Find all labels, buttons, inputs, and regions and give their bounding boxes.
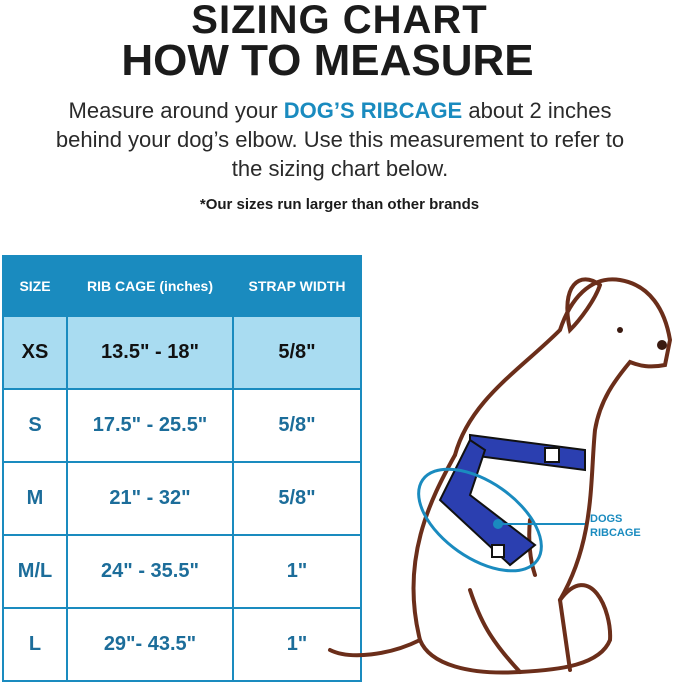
title: SIZING CHART	[191, 0, 488, 42]
table-header: SIZE RIB CAGE (inches) STRAP WIDTH	[2, 255, 362, 317]
table-row: M 21" - 32" 5/8"	[2, 461, 362, 536]
dog-nose	[657, 340, 667, 350]
size-table: SIZE RIB CAGE (inches) STRAP WIDTH XS 13.…	[2, 255, 362, 682]
cell: M/L	[2, 534, 68, 609]
ribcage-label: DOGS RIBCAGE	[590, 512, 641, 540]
table-row: S 17.5" - 25.5" 5/8"	[2, 388, 362, 463]
cell: L	[2, 607, 68, 682]
cell: 24" - 35.5"	[66, 534, 234, 609]
cell: 29"- 43.5"	[66, 607, 234, 682]
header-strap: STRAP WIDTH	[232, 255, 362, 317]
ribcage-circle	[417, 467, 543, 573]
sizing-note: *Our sizes run larger than other brands	[199, 196, 480, 213]
table-row: L 29"- 43.5" 1"	[2, 607, 362, 682]
header-size: SIZE	[2, 255, 68, 317]
cell: 13.5" - 18"	[66, 315, 234, 390]
table-row: XS 13.5" - 18" 5/8"	[2, 315, 362, 390]
dog-eye	[617, 327, 623, 333]
cell: M	[2, 461, 68, 536]
cell: 5/8"	[232, 315, 362, 390]
desc-highlight: DOG’S RIBCAGE	[283, 98, 463, 123]
cell: 1"	[232, 607, 362, 682]
desc-text: Measure around your	[68, 98, 284, 123]
header-ribcage: RIB CAGE (inches)	[66, 255, 234, 317]
cell: 17.5" - 25.5"	[66, 388, 234, 463]
subtitle: HOW TO MEASURE	[121, 36, 534, 85]
harness	[438, 433, 586, 567]
cell: S	[2, 388, 68, 463]
table-row: M/L 24" - 35.5" 1"	[2, 534, 362, 609]
cell: 21" - 32"	[66, 461, 234, 536]
cell: 5/8"	[232, 388, 362, 463]
description: Measure around your DOG’S RIBCAGE about …	[40, 96, 640, 183]
label-line: RIBCAGE	[590, 527, 641, 539]
cell: 5/8"	[232, 461, 362, 536]
cell: 1"	[232, 534, 362, 609]
desc-text-2: about 2 inches behind your dog’s elbow. …	[55, 98, 625, 181]
label-line: DOGS	[590, 513, 623, 525]
cell: XS	[2, 315, 68, 390]
